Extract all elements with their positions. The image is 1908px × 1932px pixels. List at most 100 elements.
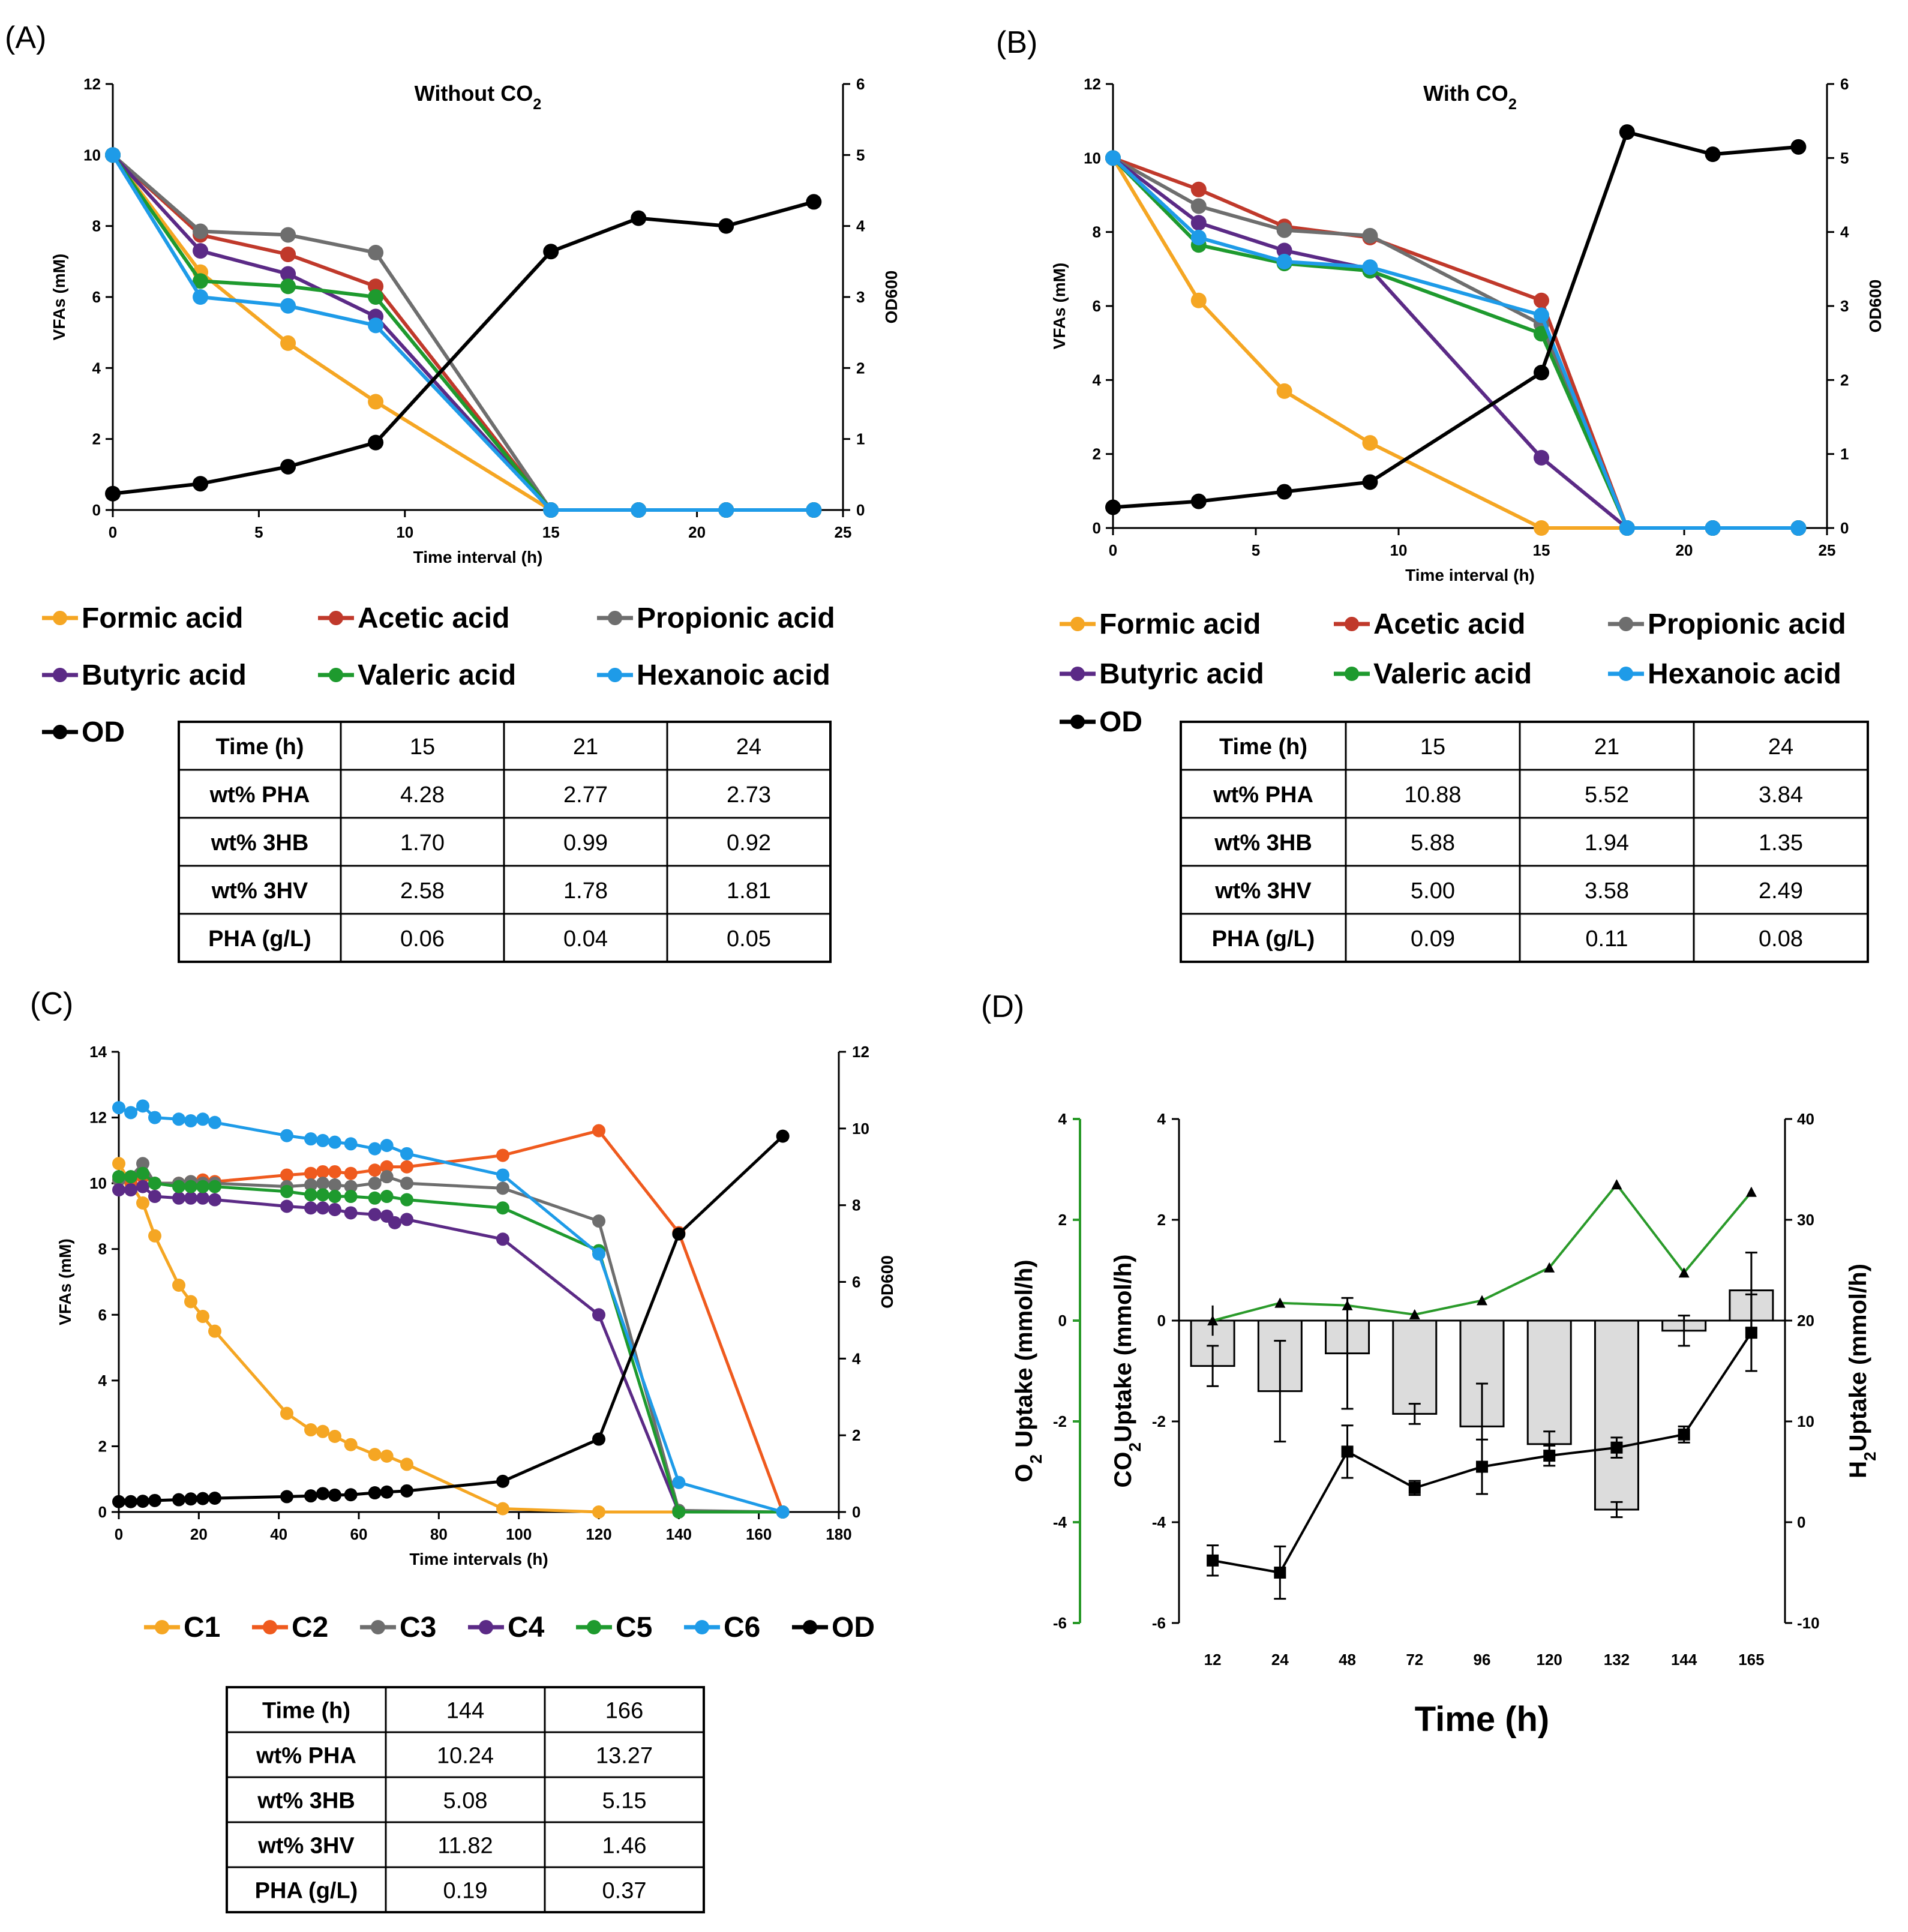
x-axis-label: Time interval (h) <box>1405 566 1535 584</box>
data-point-c4 <box>400 1213 413 1226</box>
data-point-c5 <box>124 1170 137 1184</box>
data-point-c4 <box>304 1201 317 1215</box>
data-point-c3 <box>400 1177 413 1190</box>
h2-axis-label: H2Uptake (mmol/h) <box>1845 1264 1879 1478</box>
legend-marker <box>263 1620 277 1634</box>
h2-data-point <box>1408 1481 1421 1494</box>
legend-marker <box>803 1620 817 1634</box>
series-line-propionic-acid <box>1112 156 1799 530</box>
legend-label-formic-acid: Formic acid <box>1099 608 1261 640</box>
data-point-c6 <box>172 1112 185 1126</box>
data-point-c5 <box>208 1180 221 1193</box>
table-border <box>226 1686 705 1913</box>
table-row-header: wt% 3HB <box>211 830 309 856</box>
y2-tick-label: 6 <box>852 1273 860 1291</box>
co2-bar <box>1526 1319 1572 1445</box>
h2-data-point <box>1610 1441 1623 1454</box>
data-point-od <box>1362 474 1378 490</box>
x-tick-label: 120 <box>586 1525 611 1543</box>
x-category-label: 72 <box>1406 1651 1423 1669</box>
data-point-od <box>193 476 209 492</box>
data-point-c1 <box>136 1196 149 1210</box>
co2-tick-label: 2 <box>1157 1211 1166 1229</box>
table-cell: 144 <box>446 1699 484 1724</box>
data-point-c1 <box>316 1424 329 1438</box>
table-cell: 5.00 <box>1411 878 1455 904</box>
y-axis-label: VFAs (mM) <box>1050 263 1069 350</box>
table-cell: 4.28 <box>400 782 445 808</box>
data-point-c5 <box>316 1188 329 1202</box>
data-point-od <box>344 1488 358 1502</box>
table-row-header: PHA (g/L) <box>208 926 311 952</box>
data-point-od <box>304 1489 317 1503</box>
data-point-c4 <box>112 1183 125 1197</box>
x-axis-label: Time (h) <box>1415 1700 1550 1739</box>
legend-marker <box>1070 617 1085 631</box>
data-point-od <box>1790 139 1807 155</box>
data-point-c4 <box>208 1193 221 1207</box>
co2-tick-label: -6 <box>1152 1614 1166 1632</box>
y-tick-label: 10 <box>1084 149 1101 167</box>
data-point-c3 <box>328 1178 341 1192</box>
chart-c: 0 20 40 60 80 100 120 140 160 1800246810121402468… <box>56 1043 896 1913</box>
data-point-c3 <box>368 1177 382 1190</box>
data-point-od <box>1105 499 1121 515</box>
y2-tick-label: 1 <box>856 430 865 448</box>
data-point-propionic-acid <box>280 227 296 243</box>
legend-label-butyric-acid: Butyric acid <box>82 659 247 691</box>
x-category-label: 120 <box>1537 1651 1562 1669</box>
data-point-od <box>1705 146 1721 163</box>
data-point-c6 <box>184 1114 197 1128</box>
data-point-c5 <box>328 1190 341 1204</box>
data-point-od <box>400 1484 413 1498</box>
data-point-c5 <box>344 1190 358 1204</box>
table-cell: 5.15 <box>602 1789 647 1814</box>
data-point-hexanoic-acid <box>718 502 734 518</box>
y-tick-label: 2 <box>98 1437 107 1455</box>
data-point-hexanoic-acid <box>1705 520 1721 536</box>
x-tick-label: 80 <box>430 1525 448 1543</box>
y2-tick-label: 2 <box>852 1426 860 1444</box>
table-row-header: wt% PHA <box>256 1744 356 1769</box>
chart-title: Without CO2 <box>415 81 542 113</box>
table-cell: 1.78 <box>563 878 608 904</box>
legend-marker <box>608 668 622 682</box>
h2-data-point <box>1476 1460 1488 1473</box>
data-point-c6 <box>496 1168 509 1182</box>
table-border <box>1180 721 1869 963</box>
table-row-header: wt% 3HB <box>257 1789 355 1814</box>
data-point-c4 <box>592 1308 605 1322</box>
o2-tick-label: -4 <box>1053 1513 1067 1531</box>
data-point-od <box>328 1488 341 1502</box>
x-tick-label: 40 <box>270 1525 287 1543</box>
data-point-od <box>208 1491 221 1505</box>
data-point-c1 <box>344 1438 358 1451</box>
y-axis-label: VFAs (mM) <box>56 1238 74 1325</box>
data-point-formic-acid <box>1190 292 1207 308</box>
data-point-valeric-acid <box>280 278 296 295</box>
data-point-c5 <box>280 1184 293 1198</box>
y2-axis-label: OD600 <box>1866 280 1885 333</box>
co2-bar <box>1594 1319 1639 1511</box>
x-category-label: 24 <box>1271 1651 1289 1669</box>
y-tick-label: 6 <box>1093 297 1101 315</box>
data-point-c4 <box>184 1191 197 1205</box>
table-cell: 13.27 <box>596 1744 653 1769</box>
data-point-c1 <box>400 1457 413 1471</box>
data-point-c4 <box>148 1190 161 1204</box>
o2-data-point <box>1274 1297 1286 1308</box>
data-point-c5 <box>672 1505 686 1519</box>
x-tick-label: 160 <box>746 1525 772 1543</box>
x-category-label: 165 <box>1738 1651 1764 1669</box>
series-line-valeric-acid <box>1111 157 1799 530</box>
table-cell: 11.82 <box>437 1834 493 1859</box>
data-point-c4 <box>196 1191 209 1205</box>
data-point-od <box>806 194 822 210</box>
data-point-c1 <box>496 1502 509 1516</box>
data-point-c6 <box>672 1475 686 1489</box>
data-point-c5 <box>196 1180 209 1193</box>
legend-marker <box>1070 667 1085 681</box>
y-axis-label: VFAs (mM) <box>50 254 68 341</box>
x-tick-label: 15 <box>1533 541 1550 559</box>
legend-marker <box>1345 617 1359 631</box>
